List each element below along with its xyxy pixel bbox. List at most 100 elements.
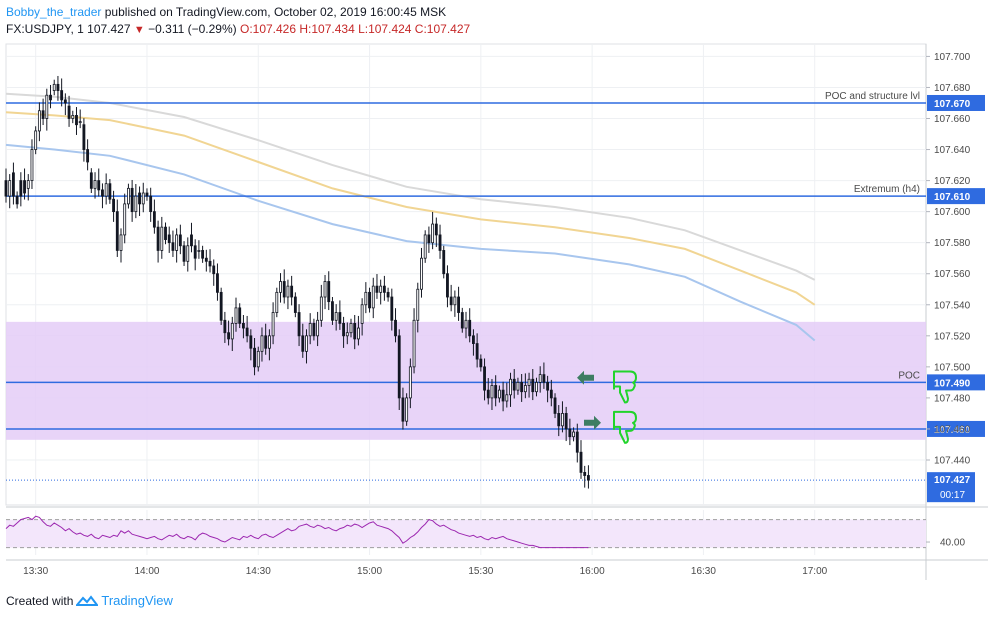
- candle-body: [282, 281, 286, 298]
- levels: POC and structure lvl 107.670 Extremum (h4…: [6, 91, 985, 503]
- ohlc-values: O:107.426 H:107.434 L:107.424 C:107.427: [239, 22, 471, 36]
- candle-body: [279, 281, 282, 293]
- candle-body: [56, 83, 60, 91]
- candle-body: [546, 381, 550, 391]
- candle-body: [123, 203, 127, 236]
- level-tag: 107.490: [934, 378, 971, 389]
- last-price: 107.427: [87, 22, 131, 36]
- grid: [5, 43, 988, 580]
- candle-body: [434, 223, 438, 236]
- rsi-band: [6, 519, 926, 548]
- x-tick-label: 17:00: [802, 566, 827, 577]
- candles: [4, 75, 590, 489]
- tradingview-link[interactable]: TradingView: [101, 593, 173, 608]
- chart-header: Bobby_the_trader published on TradingVie…: [6, 4, 966, 39]
- footer: Created with TradingView: [6, 593, 173, 608]
- candle-body: [37, 110, 41, 132]
- candle-body: [423, 234, 427, 259]
- candle-body: [557, 413, 561, 427]
- candle-body: [523, 385, 527, 393]
- candle-body: [253, 347, 256, 368]
- candle-body: [360, 304, 364, 324]
- candle-body: [371, 285, 375, 309]
- candle-body: [145, 192, 149, 197]
- level-tag-bg: [927, 374, 985, 391]
- candle-body: [23, 180, 26, 194]
- x-tick-label: 16:30: [691, 566, 716, 577]
- candle-body: [241, 322, 245, 329]
- candle-body: [249, 335, 253, 349]
- rsi-line: [5, 515, 589, 549]
- arrow-left-icon: [577, 370, 594, 385]
- candle-body: [312, 322, 316, 337]
- candle-body: [572, 431, 576, 438]
- value-area-zone: [6, 321, 926, 440]
- ma-line-gold: [5, 111, 816, 306]
- candle-body: [483, 366, 486, 391]
- candle-body: [160, 226, 164, 251]
- author-link[interactable]: Bobby_the_trader: [6, 5, 102, 19]
- candle-body: [264, 335, 268, 349]
- candle-body: [490, 385, 494, 399]
- candle-body: [356, 327, 360, 340]
- candle-body: [271, 312, 275, 337]
- candle-body: [171, 242, 175, 251]
- candle-body: [52, 83, 56, 91]
- y-tick-label: 107.560: [934, 269, 971, 280]
- y-tick-label: 107.500: [934, 362, 971, 373]
- candle-body: [420, 257, 423, 290]
- symbol: FX:USDJPY, 1: [6, 22, 84, 36]
- candle-body: [468, 319, 472, 337]
- candle-body: [8, 180, 12, 197]
- candle-body: [164, 226, 167, 240]
- arrow-right-icon: [584, 415, 601, 430]
- candle-body: [182, 245, 186, 262]
- candle-body: [479, 358, 483, 368]
- x-tick-label: 16:00: [580, 566, 605, 577]
- candle-body: [316, 319, 320, 337]
- candle-body: [401, 397, 405, 422]
- thumbs-down-icon: [613, 410, 637, 444]
- candle-body: [464, 319, 468, 329]
- level-tag-bg: [927, 420, 985, 437]
- y-tick-label: 107.680: [934, 83, 971, 94]
- candle-body: [167, 234, 171, 244]
- candle-body: [286, 285, 290, 298]
- candle-body: [30, 149, 34, 181]
- candle-body: [104, 183, 108, 197]
- candle-body: [405, 397, 409, 422]
- candle-body: [516, 381, 520, 391]
- candle-body: [89, 172, 93, 189]
- candle-body: [512, 378, 516, 391]
- candle-body: [549, 389, 553, 399]
- candle-body: [486, 389, 490, 399]
- candle-body: [349, 322, 353, 334]
- candle-body: [308, 322, 312, 337]
- candle-body: [293, 296, 297, 313]
- candle-body: [431, 223, 435, 244]
- candle-body: [553, 397, 557, 414]
- candle-body: [119, 234, 123, 251]
- candle-body: [586, 475, 590, 481]
- x-tick-label: 14:00: [134, 566, 159, 577]
- ma-line-blue: [5, 143, 816, 342]
- level-tag: 107.460: [934, 425, 971, 436]
- candle-body: [49, 94, 52, 101]
- candle-body: [78, 121, 82, 124]
- candle-body: [208, 260, 212, 267]
- candle-body: [130, 187, 134, 213]
- candle-body: [394, 319, 397, 337]
- candle-body: [193, 245, 197, 259]
- candle-body: [152, 211, 156, 228]
- y-tick-label: 107.700: [934, 52, 971, 63]
- level-tag-bg: [927, 94, 985, 111]
- y-tick-label: 107.600: [934, 207, 971, 218]
- y-tick-label: 107.520: [934, 331, 971, 342]
- candle-body: [141, 192, 145, 205]
- candle-body: [197, 250, 201, 252]
- candle-body: [375, 285, 379, 293]
- candle-body: [412, 319, 416, 368]
- candle-body: [327, 281, 331, 303]
- candle-body: [75, 115, 78, 126]
